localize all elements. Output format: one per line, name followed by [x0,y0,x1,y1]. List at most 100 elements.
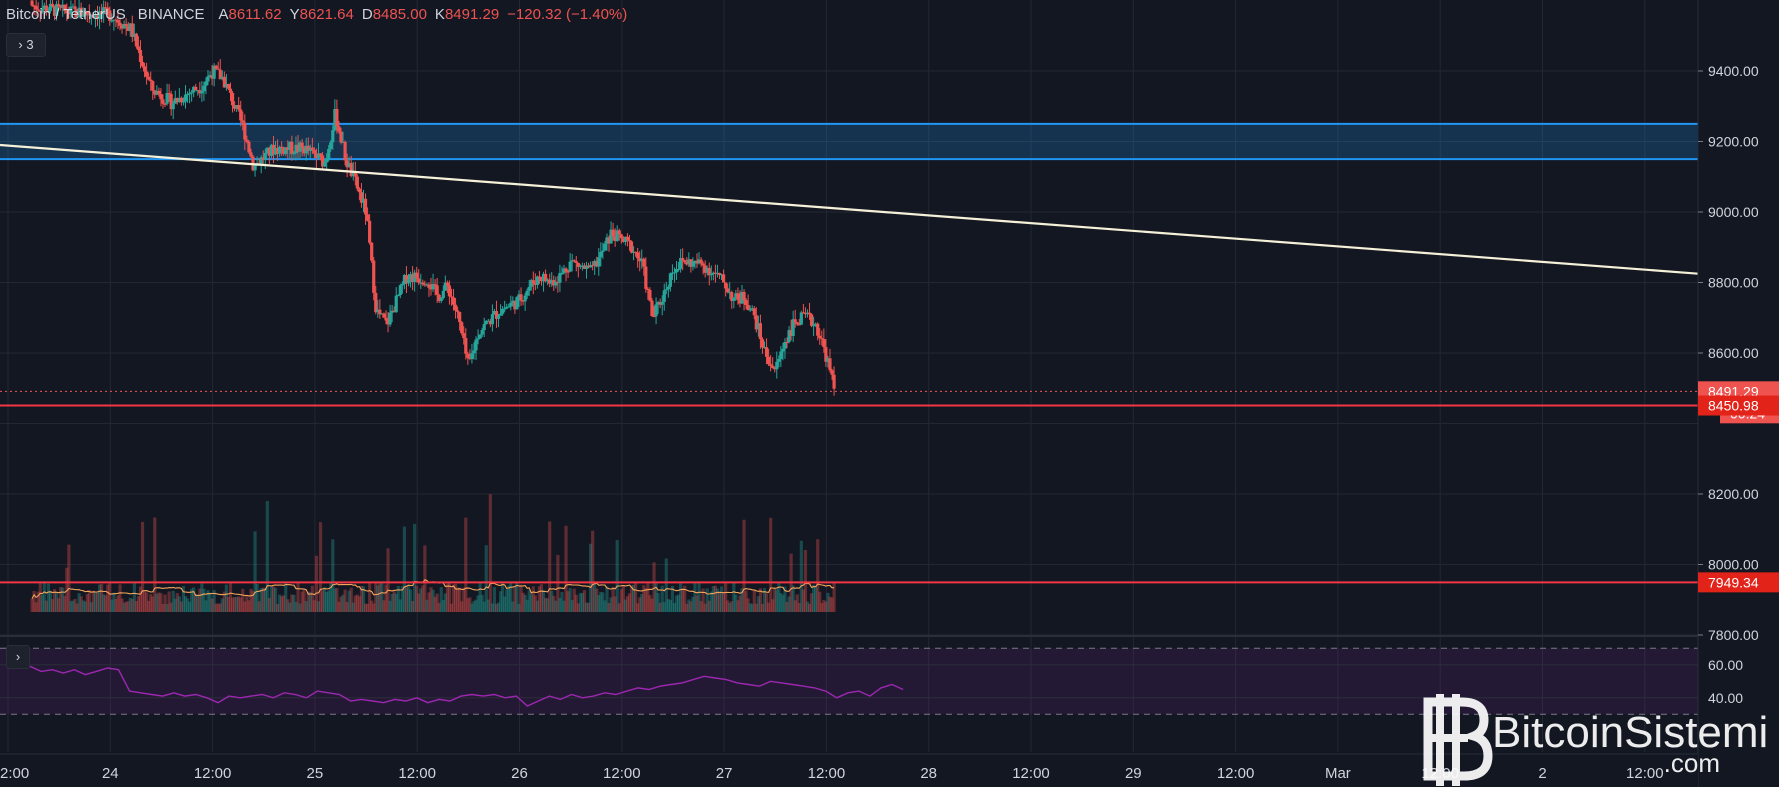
rsi-pane [0,647,1698,715]
candle-body [756,323,760,330]
volume-bar [771,599,775,612]
chart-grid [0,0,1779,752]
candle-body [120,25,124,29]
volume-bar [198,588,202,612]
volume-bar [290,594,294,612]
rsi-toggle-button[interactable]: › [6,645,30,669]
volume-bar [380,583,384,612]
candle-body [691,261,695,267]
volume-bar [513,586,517,612]
candle-body [820,338,824,340]
volume-bar [237,596,241,612]
candle-body [781,348,785,352]
volume-bar [273,587,278,612]
volume-bar [259,588,263,612]
volume-bar [112,592,116,612]
candle-body [744,300,748,305]
candle-body [36,9,40,11]
candle-body [46,10,51,13]
volume-bar [642,585,646,612]
candle-body [674,268,679,273]
candle-body [93,15,98,18]
volume-bar [599,591,603,612]
candle-body [456,310,460,312]
candle-body [447,285,452,297]
candle-body [494,310,499,319]
candle-body [515,297,519,310]
volume-bar [769,517,773,612]
candle-body [769,364,773,366]
candle-body [558,273,562,283]
candle-body [278,146,282,154]
candle-body [130,23,134,37]
candle-body [288,141,292,150]
candle-body [801,312,805,314]
volume-bar [490,603,494,612]
volume-bar [226,596,231,612]
volume-bar [75,603,79,612]
volume-bar [625,596,630,612]
candle-body [535,276,540,285]
candle-body [668,273,672,287]
volume-bar [783,586,787,612]
volume-bar [251,591,255,612]
volume-bar [89,602,93,612]
volume-bar [384,584,388,612]
volume-bar [406,584,411,612]
volume-bar [664,558,668,612]
candle-body [462,333,466,339]
volume-bar [351,602,355,612]
candle-body [458,311,462,323]
volume-bar [824,601,828,612]
candle-body [351,171,355,177]
volume-bar [562,600,566,612]
candle-body [179,97,183,103]
candle-body [216,68,220,70]
candle-body [634,251,638,253]
candle-body [280,146,284,148]
candle-body [439,298,443,301]
volume-bar [689,601,693,612]
candle-body [243,122,247,140]
candle-body [660,301,664,305]
volume-bar [136,596,141,612]
candle-body [574,261,578,263]
candle-body [333,109,337,131]
volume-bar [104,595,108,612]
candle-body [142,66,147,72]
volume-bar [261,587,265,612]
candle-body [441,290,445,299]
volume-bar [415,585,419,612]
candle-body [760,339,765,348]
candle-body [797,324,801,326]
candle-body [370,242,374,261]
candle-body [562,268,566,273]
candle-body [777,358,781,362]
close-value: 8491.29 [444,6,500,23]
time-tick-label: 12:00 [1012,765,1050,782]
volume-bar [108,582,112,612]
volume-bar [711,585,715,612]
volume-bar [451,584,456,612]
volume-bar [679,583,683,612]
volume-bar [707,600,711,612]
candle-body [554,281,558,286]
candle-body [30,0,34,6]
candle-body [621,238,625,242]
candle-body [208,75,212,77]
volume-bar [799,540,803,612]
watermark: BitcoinSistemi .com [1423,694,1768,786]
volume-bar [302,589,306,612]
candle-body [396,295,400,297]
indicators-toggle-button[interactable]: › 3 [6,33,46,57]
symbol-name[interactable]: Bitcoin / TetherUS [6,6,126,23]
volume-bar [216,603,220,612]
volume-bar [282,595,286,612]
volume-bar [130,598,134,612]
volume-bar [818,591,822,612]
volume-bar [255,583,259,612]
candle-body [40,8,44,12]
candle-body [478,334,482,339]
volume-bar [173,598,177,612]
